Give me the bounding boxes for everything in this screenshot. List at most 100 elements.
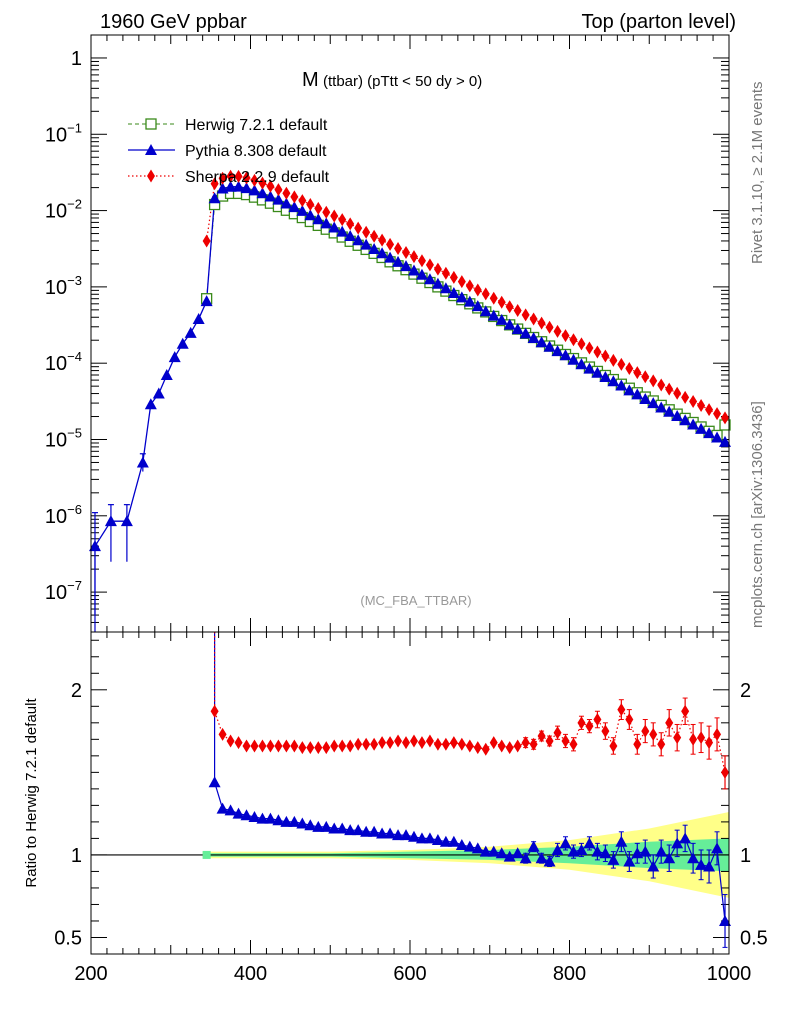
data-point-pythia — [455, 291, 468, 303]
data-point-sherpa — [577, 337, 586, 351]
ratio-point-pythia — [304, 819, 317, 831]
data-point-sherpa — [697, 398, 706, 412]
data-point-pythia — [248, 184, 261, 196]
data-point-sherpa — [545, 320, 554, 334]
ratio-point-sherpa — [258, 739, 267, 753]
data-point-sherpa — [378, 233, 387, 247]
data-point-sherpa — [521, 308, 530, 322]
data-point-sherpa — [346, 217, 355, 231]
data-point-sherpa — [409, 250, 418, 264]
ratio-point-sherpa — [473, 741, 482, 755]
ratio-point-pythia — [248, 810, 261, 822]
rivet-label: Rivet 3.1.10, ≥ 2.1M events — [749, 82, 766, 265]
ratio-point-pythia — [623, 855, 636, 867]
data-point-sherpa — [673, 386, 682, 400]
data-point-pythia — [423, 273, 436, 285]
legend-label-herwig: Herwig 7.2.1 default — [185, 117, 328, 134]
legend-marker-sherpa — [147, 169, 155, 183]
x-tick-label: 400 — [234, 963, 267, 985]
data-point-sherpa — [529, 312, 538, 326]
ratio-point-pythia — [679, 832, 692, 844]
ratio-point-pythia — [583, 837, 596, 849]
ratio-point-sherpa — [234, 736, 243, 750]
data-point-sherpa — [569, 333, 578, 347]
ratio-point-pythia — [336, 822, 349, 834]
data-point-pythia — [272, 193, 285, 205]
ratio-point-pythia — [647, 860, 660, 872]
data-point-pythia — [503, 318, 516, 330]
data-point-pythia — [719, 435, 732, 447]
ratio-point-pythia — [272, 814, 285, 826]
ratio-axis-ticks: 0.5 0.5 1 1 2 2 200 400 600 800 1000 — [54, 632, 768, 985]
ratio-point-sherpa — [577, 716, 586, 730]
data-point-sherpa — [513, 304, 522, 318]
data-point-pythia — [559, 349, 572, 361]
data-point-pythia — [256, 187, 269, 199]
ratio-y-tick-label-right: 2 — [740, 680, 751, 702]
ratio-point-pythia — [607, 853, 620, 865]
ratio-point-pythia — [455, 839, 468, 851]
ratio-point-pythia — [312, 820, 325, 832]
ratio-point-pythia — [288, 815, 301, 827]
ratio-point-sherpa — [290, 739, 299, 753]
ratio-point-pythia — [320, 820, 333, 832]
y-tick-label: 10−5 — [45, 425, 82, 451]
ratio-point-sherpa — [370, 737, 379, 751]
ratio-y-tick-label-right: 1 — [740, 845, 751, 867]
data-point-pythia — [599, 370, 612, 382]
y-tick-label: 1 — [71, 48, 82, 70]
data-point-sherpa — [306, 198, 315, 212]
ratio-point-pythia — [208, 776, 221, 788]
ratio-point-pythia — [559, 837, 572, 849]
data-point-sherpa — [298, 194, 307, 208]
data-point-pythia — [527, 331, 540, 343]
ratio-point-sherpa — [409, 734, 418, 748]
ratio-point-pythia — [392, 829, 405, 841]
ratio-y-tick-label-left: 2 — [71, 680, 82, 702]
ratio-point-pythia — [431, 834, 444, 846]
y-tick-label: 10−4 — [45, 349, 82, 375]
data-point-pythia — [280, 197, 293, 209]
data-point-pythia — [392, 255, 405, 267]
ratio-point-pythia — [447, 835, 460, 847]
data-point-sherpa — [641, 370, 650, 384]
ratio-point-sherpa — [561, 734, 570, 748]
ratio-point-pythia — [503, 850, 516, 862]
data-point-sherpa — [657, 378, 666, 392]
ratio-point-sherpa — [489, 736, 498, 750]
data-point-pythia — [296, 204, 309, 216]
ratio-point-sherpa — [282, 739, 291, 753]
ratio-point-sherpa — [402, 736, 411, 750]
data-point-pythia — [320, 217, 333, 229]
ratio-point-sherpa — [713, 727, 722, 741]
ratio-point-pythia — [240, 809, 253, 821]
data-point-pythia — [567, 353, 580, 365]
data-point-pythia — [384, 251, 397, 263]
ratio-point-pythia — [591, 845, 604, 857]
ratio-point-sherpa — [497, 739, 506, 753]
data-point-sherpa — [282, 186, 291, 200]
ratio-point-sherpa — [425, 734, 434, 748]
ratio-point-pythia — [296, 817, 309, 829]
data-point-pythia — [344, 229, 357, 241]
data-point-sherpa — [322, 205, 331, 219]
data-point-sherpa — [601, 349, 610, 363]
ratio-point-pythia — [400, 829, 413, 841]
ratio-point-sherpa — [665, 716, 674, 730]
ratio-point-pythia — [719, 914, 732, 926]
ratio-point-sherpa — [521, 736, 530, 750]
ratio-y-tick-label-left: 1 — [71, 845, 82, 867]
ratio-series — [202, 632, 732, 948]
ratio-point-sherpa — [697, 731, 706, 745]
ratio-point-sherpa — [649, 727, 658, 741]
ratio-point-sherpa — [625, 713, 634, 727]
data-point-sherpa — [394, 242, 403, 256]
data-point-pythia — [176, 337, 189, 349]
data-point-pythia — [232, 180, 245, 192]
data-point-pythia — [615, 379, 628, 391]
legend-marker-herwig — [145, 118, 157, 130]
ratio-point-pythia — [599, 847, 612, 859]
legend-label-sherpa: Sherpa 2.2.9 default — [185, 169, 330, 186]
data-point-pythia — [104, 515, 117, 527]
ratio-point-sherpa — [274, 739, 283, 753]
